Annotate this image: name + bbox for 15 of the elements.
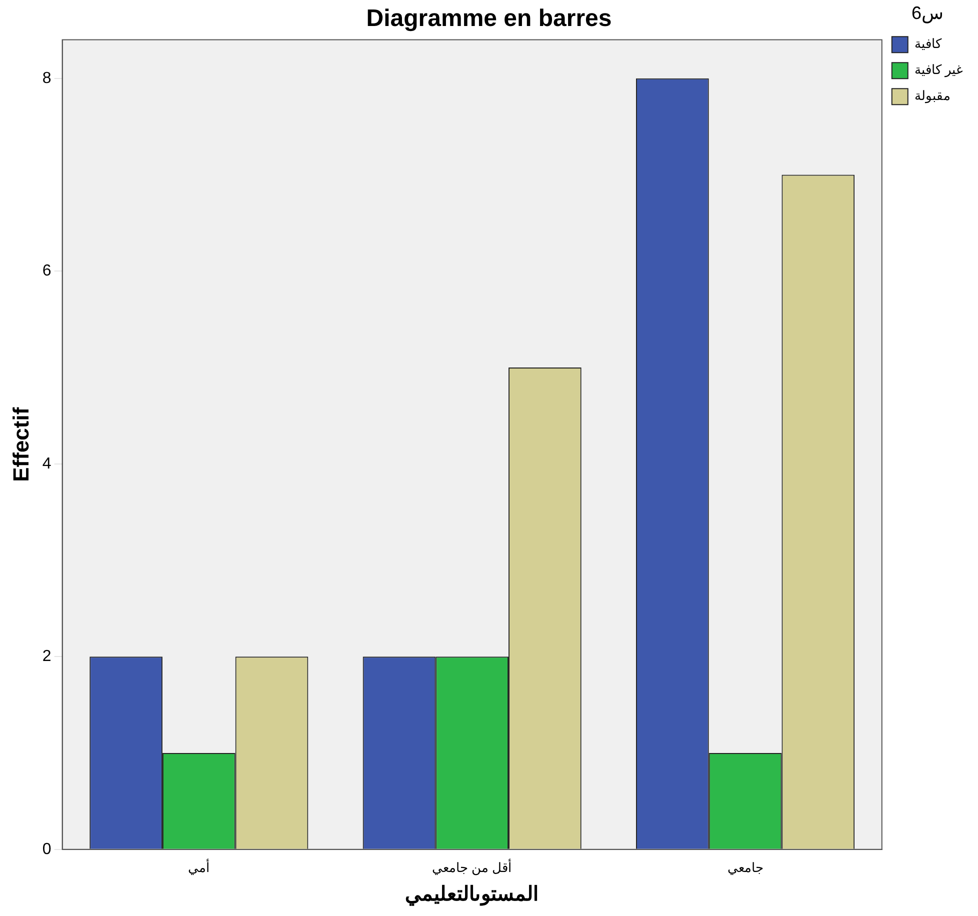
y-axis-title: Effectif xyxy=(8,406,34,482)
legend-title: س6 xyxy=(911,2,944,24)
legend-label: كافية xyxy=(914,36,942,52)
legend-label: مقبولة xyxy=(914,88,950,104)
chart-title: Diagramme en barres xyxy=(366,5,612,32)
x-tick-label: أمي xyxy=(188,858,210,875)
x-tick-label: أقل من جامعي xyxy=(432,858,512,876)
y-tick-label: 8 xyxy=(42,70,52,87)
x-axis-title: المستوىالتعليمي xyxy=(405,884,540,907)
y-tick-label: 0 xyxy=(42,840,52,858)
x-tick-label: جامعي xyxy=(727,860,764,875)
y-tick-label: 2 xyxy=(42,648,52,666)
y-tick-label: 6 xyxy=(42,262,52,280)
y-tick-label: 4 xyxy=(42,455,52,472)
legend-label: غير كافية xyxy=(914,62,964,78)
